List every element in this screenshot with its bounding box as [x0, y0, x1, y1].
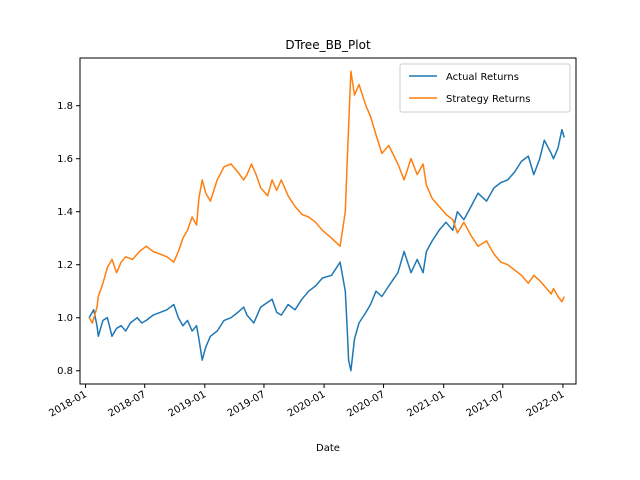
series-layer	[88, 70, 565, 372]
y-axis-ticks: 0.8 1.0 1.2 1.4 1.6 1.8	[57, 101, 80, 377]
series-line-actual-returns	[88, 128, 565, 372]
y-tick-label: 0.8	[57, 366, 73, 377]
y-tick-label: 1.6	[57, 154, 73, 165]
legend: Actual Returns Strategy Returns	[399, 63, 571, 113]
plot-frame	[79, 57, 577, 385]
y-tick-label: 1.4	[57, 207, 73, 218]
legend-label-actual-returns: Actual Returns	[446, 72, 519, 83]
legend-label-strategy-returns: Strategy Returns	[446, 94, 530, 105]
x-axis-label: Date	[316, 443, 340, 454]
y-tick-label: 1.8	[57, 101, 73, 112]
legend-box	[399, 63, 571, 113]
chart-title: DTree_BB_Plot	[285, 38, 371, 52]
y-tick-label: 1.2	[57, 260, 73, 271]
y-tick-label: 1.0	[57, 313, 73, 324]
series-line-strategy-returns	[88, 70, 565, 324]
